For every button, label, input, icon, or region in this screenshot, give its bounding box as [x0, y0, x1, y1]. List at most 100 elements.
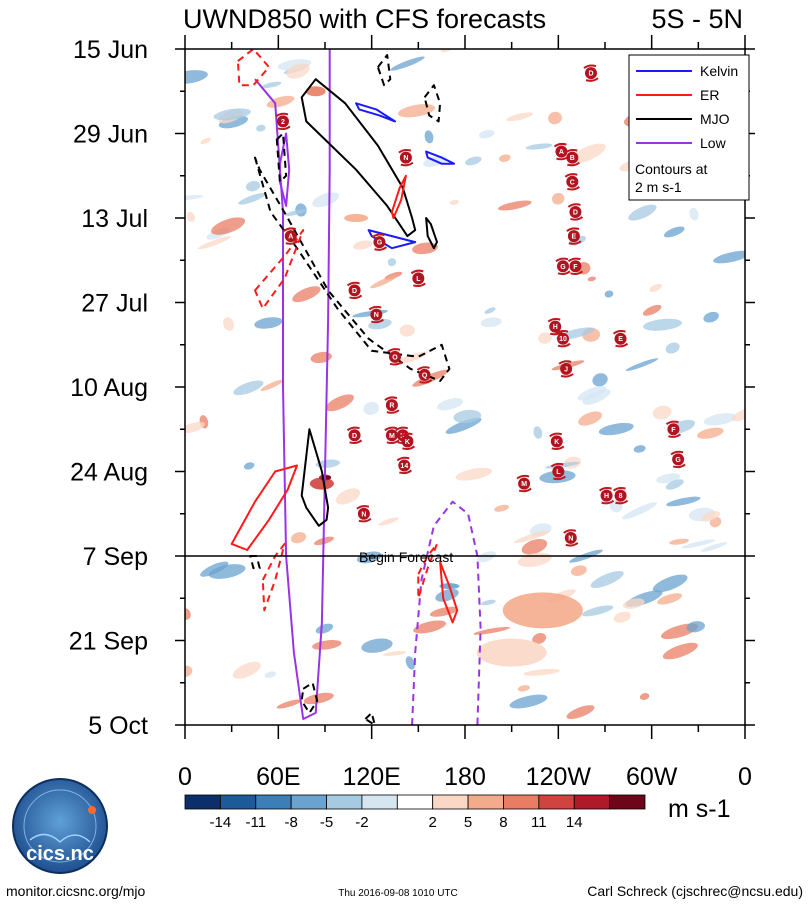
storm-swirl-icon	[416, 366, 433, 384]
shading-patch	[494, 504, 509, 512]
shading-patch	[260, 379, 284, 392]
mjo-contour	[300, 78, 417, 238]
storm-label: N	[403, 155, 408, 162]
shading-core	[325, 475, 332, 480]
storm-swirl-icon	[598, 486, 615, 505]
shading-patch	[243, 462, 255, 470]
shading-patch	[185, 608, 191, 620]
shading-patch	[649, 283, 662, 292]
shading-patch	[315, 459, 341, 468]
storm-label: H	[553, 324, 558, 331]
shading-patch	[211, 217, 246, 235]
colorbar-tick-label: 5	[464, 814, 472, 831]
shading-patch	[652, 574, 688, 593]
shading-patch	[506, 112, 534, 122]
shading-patch	[290, 532, 307, 544]
cicsnc-logo: cics.nc	[12, 778, 108, 874]
shading-patch	[208, 564, 246, 579]
shading-patch	[509, 694, 548, 709]
storm-symbol	[564, 531, 577, 544]
storm-swirl-icon	[555, 330, 571, 348]
wave-contours	[230, 49, 482, 725]
storm-label: K	[400, 433, 405, 440]
shading-patch	[370, 275, 397, 289]
storm-marker: K	[399, 432, 416, 450]
shading-patch	[424, 130, 434, 144]
shading-patch	[399, 324, 415, 337]
shading-patch	[686, 621, 705, 633]
storm-label: F	[573, 264, 578, 271]
logo-text: cics.nc	[26, 843, 94, 865]
mjo-contour	[254, 156, 451, 382]
shading-patch	[484, 307, 496, 314]
storm-marker: N	[398, 148, 414, 167]
shading-patch	[232, 661, 261, 679]
er-contour	[254, 229, 305, 310]
shading-patch	[233, 380, 264, 396]
forecast-label: Begin Forecast	[359, 549, 453, 565]
storm-swirl-icon	[612, 486, 629, 505]
shading-patch	[200, 137, 212, 145]
storm-symbol	[567, 230, 580, 243]
colorbar-tick-label: -14	[210, 814, 232, 831]
shading-patch	[481, 599, 496, 606]
storm-marker: O	[387, 348, 403, 366]
shading-core	[476, 638, 547, 667]
colorbar-units: m s-1	[668, 795, 731, 823]
storm-label: C	[570, 179, 575, 186]
colorbar-box	[609, 794, 646, 810]
storm-marker: L	[550, 462, 566, 481]
storm-label: K	[554, 439, 559, 446]
shading-patch	[382, 651, 407, 656]
shading-patch	[570, 565, 587, 576]
storm-swirl-icon	[283, 227, 299, 245]
colorbar-box	[290, 794, 327, 810]
shading-patch	[185, 421, 205, 434]
shading-patch	[325, 394, 354, 412]
shading-patch	[577, 386, 607, 401]
storm-marker: F	[665, 420, 682, 438]
shading-patch	[478, 129, 495, 139]
shading-patch	[578, 411, 603, 426]
storm-marker: G	[371, 233, 388, 251]
shading-patch	[185, 70, 208, 85]
colorbar-tick-label: 8	[499, 814, 507, 831]
storm-symbol	[550, 435, 563, 448]
shading-patch	[669, 538, 689, 545]
storm-swirl-icon	[549, 432, 565, 450]
low-contour	[411, 500, 482, 725]
shading-patch	[622, 598, 645, 609]
footer-url[interactable]: monitor.cicsnc.org/mjo	[6, 883, 145, 899]
storm-label: D	[588, 71, 593, 78]
storm-symbol	[357, 507, 370, 520]
legend: Kelvin ER MJO Low Contours at 2 m s-1	[628, 54, 750, 201]
legend-label: Kelvin	[700, 63, 738, 79]
er-contour	[230, 464, 298, 551]
shading-patch	[639, 693, 650, 700]
shading-patch	[590, 570, 624, 588]
storm-swirl-icon	[555, 257, 571, 275]
storm-swirl-icon	[346, 426, 363, 444]
storm-symbol	[401, 435, 414, 448]
storm-symbol	[557, 332, 569, 345]
storm-symbol	[385, 429, 398, 442]
storm-swirl-icon	[665, 420, 682, 438]
shading-patch	[551, 192, 565, 205]
legend-box	[628, 54, 750, 201]
shading-patch	[700, 511, 721, 522]
footer-author: Carl Schreck (cjschrec@ncsu.edu)	[587, 883, 803, 899]
storm-symbol	[667, 423, 680, 436]
storm-label: N	[568, 535, 573, 542]
storm-marker: D	[346, 281, 363, 300]
storm-symbol	[569, 205, 582, 218]
storm-swirl-icon	[387, 348, 403, 366]
colorbar-tick-label: -5	[320, 814, 333, 831]
storm-label: L	[416, 276, 421, 283]
colorbar-box	[503, 794, 540, 810]
colorbar-tick-label: -2	[355, 814, 368, 831]
storm-swirl-icon	[396, 456, 412, 475]
shading-patch	[473, 626, 511, 635]
colorbar-box	[361, 794, 398, 810]
storm-symbol	[585, 67, 597, 80]
storm-label: F	[671, 427, 676, 434]
